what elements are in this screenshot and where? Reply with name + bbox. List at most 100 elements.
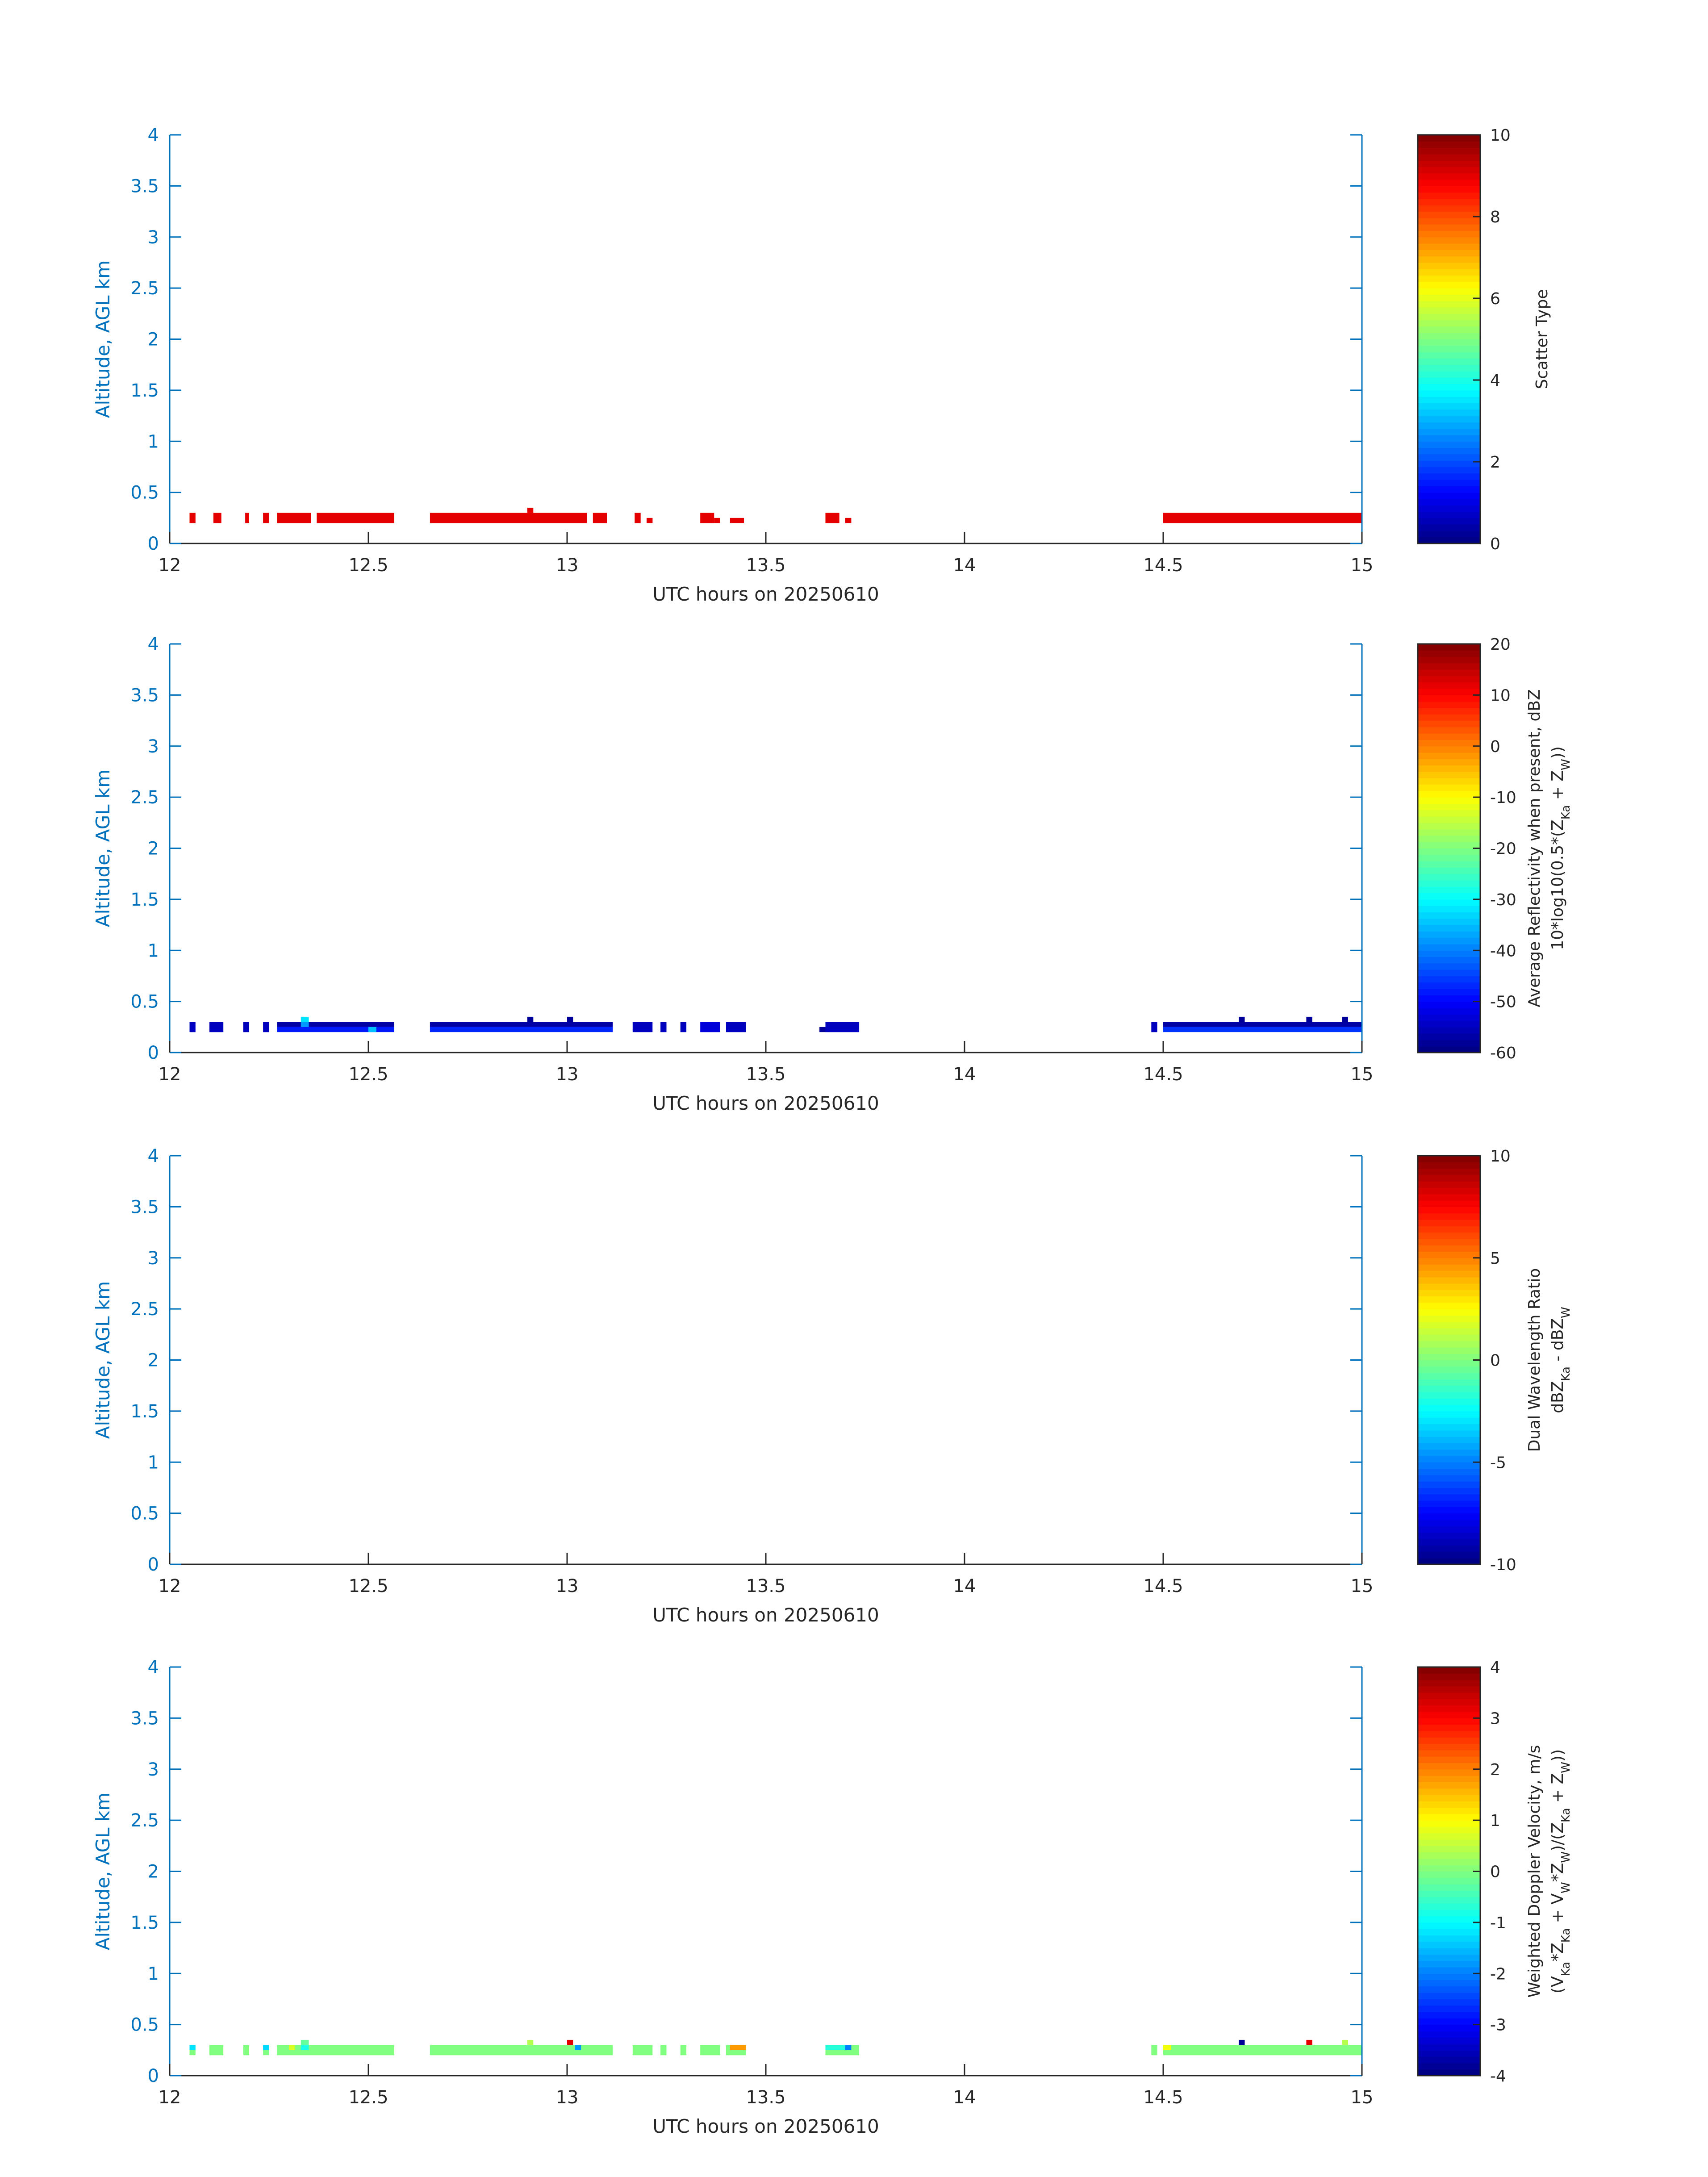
data-cell: [263, 1022, 269, 1032]
x-tick-label: 15: [1351, 1576, 1374, 1596]
colorbar-strip: [1418, 1014, 1480, 1021]
colorbar-strip: [1418, 1232, 1480, 1239]
colorbar-strip: [1418, 326, 1480, 333]
data-cell: [1163, 2045, 1171, 2050]
colorbar-strip: [1418, 1884, 1480, 1891]
colorbar-strip: [1418, 669, 1480, 677]
colorbar-strip: [1418, 1437, 1480, 1443]
colorbar-strip: [1418, 1807, 1480, 1814]
colorbar-tick-label: 5: [1490, 1249, 1500, 1268]
y-axis-label: Altitude, AGL km: [92, 1281, 114, 1439]
colorbar: -60 -50 -40 -30 -20 -10 0 10 20 Average Reflectiv…: [1417, 635, 1573, 1062]
colorbar-strip: [1418, 727, 1480, 734]
colorbar-frame: [1417, 134, 1481, 544]
colorbar-strip: [1418, 1360, 1480, 1367]
colorbar-strip: [1418, 1769, 1480, 1776]
colorbar-strip: [1418, 1929, 1480, 1936]
data-cell: [660, 2045, 667, 2056]
colorbar-strip: [1418, 1181, 1480, 1188]
colorbar-strip: [1418, 873, 1480, 881]
data-cell: [430, 1022, 613, 1027]
y-axis-label: Altitude, AGL km: [92, 260, 114, 418]
colorbar-strip: [1418, 205, 1480, 212]
colorbar-strip: [1418, 1277, 1480, 1284]
colorbar-strip: [1418, 2024, 1480, 2031]
data-cell: [1163, 1022, 1362, 1027]
colorbar-strip: [1418, 1782, 1480, 1789]
colorbar-strip: [1418, 1551, 1480, 1559]
colorbar-sublabel: (VKa*ZKa + VW*ZW)/(ZKa + ZW)): [1549, 1749, 1573, 1993]
colorbar-strip: [1418, 1207, 1480, 1214]
colorbar-strip: [1418, 1763, 1480, 1770]
data-cell: [213, 513, 221, 523]
colorbar-strip: [1418, 147, 1480, 155]
colorbar-strip: [1418, 1046, 1480, 1053]
colorbar-strip: [1418, 1730, 1480, 1738]
x-tick-label: 13.5: [746, 1576, 785, 1596]
y-tick-label: 1.5: [130, 1913, 159, 1933]
colorbar-strip: [1418, 765, 1480, 772]
colorbar-strip: [1418, 301, 1480, 308]
x-tick-label: 12: [159, 1576, 181, 1596]
colorbar-strip: [1418, 1187, 1480, 1195]
colorbar-strip: [1418, 1213, 1480, 1220]
colorbar-strip: [1418, 467, 1480, 474]
colorbar-strip: [1418, 186, 1480, 193]
colorbar-strip: [1418, 1379, 1480, 1386]
y-tick-label: 3.5: [130, 685, 159, 706]
colorbar-strip: [1418, 217, 1480, 225]
colorbar-strip: [1418, 409, 1480, 416]
colorbar-strip: [1418, 1865, 1480, 1872]
x-tick-label: 13: [556, 555, 579, 576]
colorbar-strip: [1418, 854, 1480, 861]
colorbar-tick-label: 2: [1490, 453, 1500, 472]
colorbar-strip: [1418, 1443, 1480, 1450]
colorbar-strip: [1418, 995, 1480, 1002]
colorbar-strip: [1418, 1238, 1480, 1245]
colorbar-strip: [1418, 1245, 1480, 1252]
colorbar-strip: [1418, 333, 1480, 340]
colorbar-strip: [1418, 531, 1480, 538]
x-tick-label: 14: [953, 2087, 976, 2108]
colorbar-strip: [1418, 1481, 1480, 1488]
colorbar-strip: [1418, 441, 1480, 448]
y-tick-label: 3: [148, 227, 159, 248]
colorbar-strip: [1418, 2031, 1480, 2038]
x-tick-label: 13: [556, 1576, 579, 1596]
colorbar-strip: [1418, 1973, 1480, 1981]
colorbar-strip: [1418, 1328, 1480, 1335]
colorbar-strip: [1418, 695, 1480, 702]
colorbar-strip: [1418, 473, 1480, 480]
colorbar-strip: [1418, 1488, 1480, 1495]
colorbar-strip: [1418, 823, 1480, 830]
y-tick-label: 2: [148, 839, 159, 859]
colorbar-strip: [1418, 1667, 1480, 1674]
colorbar-strip: [1418, 1315, 1480, 1322]
colorbar-strip: [1418, 931, 1480, 938]
data-cell: [1342, 1016, 1348, 1022]
colorbar-strip: [1418, 2063, 1480, 2070]
data-cell: [263, 2045, 269, 2050]
colorbar-strip: [1418, 1290, 1480, 1297]
colorbar-strip: [1418, 1404, 1480, 1412]
data-cell: [700, 1022, 720, 1032]
data-cell: [263, 2050, 269, 2056]
x-tick-label: 15: [1351, 2087, 1374, 2108]
colorbar-strip: [1418, 1718, 1480, 1725]
y-tick-label: 0.5: [130, 992, 159, 1012]
colorbar-strip: [1418, 1449, 1480, 1456]
y-tick-label: 1.5: [130, 380, 159, 401]
colorbar-strip: [1418, 262, 1480, 269]
colorbar-strip: [1418, 2012, 1480, 2018]
y-axis-label: Altitude, AGL km: [92, 769, 114, 927]
colorbar-strip: [1418, 1264, 1480, 1271]
colorbar-strip: [1418, 1846, 1480, 1853]
colorbar-strip: [1418, 1910, 1480, 1917]
colorbar-strip: [1418, 269, 1480, 276]
colorbar-strip: [1418, 428, 1480, 435]
data-cell: [189, 2045, 196, 2050]
colorbar-strip: [1418, 537, 1480, 544]
colorbar: -4 -3 -2 -1 0 1 2 3 4 Weighted Doppler Velocity, …: [1417, 1659, 1573, 2085]
y-tick-label: 1.5: [130, 1401, 159, 1422]
